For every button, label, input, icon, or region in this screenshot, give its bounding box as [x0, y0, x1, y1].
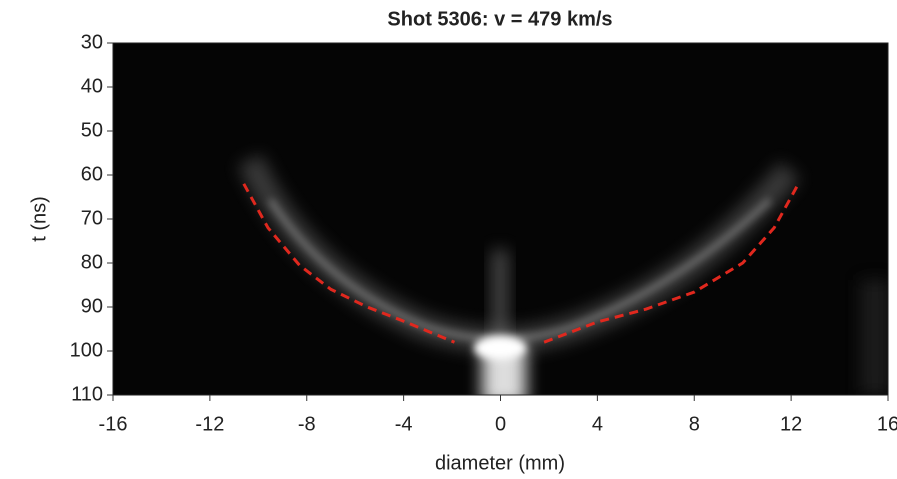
x-tick-label: -12 — [195, 413, 224, 435]
y-tick-label: 30 — [81, 31, 103, 53]
y-tick-label: 40 — [81, 75, 103, 97]
y-tick-label: 50 — [81, 119, 103, 141]
x-tick-label: -16 — [99, 413, 128, 435]
x-tick-label: -8 — [298, 413, 316, 435]
x-tick-label: 4 — [592, 413, 603, 435]
y-tick-label: 100 — [70, 339, 103, 361]
y-tick-label: 90 — [81, 295, 103, 317]
x-tick-label: 16 — [877, 413, 897, 435]
x-tick-label: 8 — [689, 413, 700, 435]
y-tick-label: 80 — [81, 251, 103, 273]
streak-image — [238, 154, 888, 395]
fit-curve — [543, 183, 800, 344]
x-tick-label: 12 — [780, 413, 802, 435]
y-tick-label: 60 — [81, 163, 103, 185]
x-axis-label: diameter (mm) — [435, 452, 565, 474]
x-tick-label: -4 — [395, 413, 413, 435]
x-tick-label: 0 — [495, 413, 506, 435]
chart-title: Shot 5306: v = 479 km/s — [387, 8, 612, 30]
y-tick-label: 70 — [81, 207, 103, 229]
y-tick-label: 110 — [71, 383, 103, 405]
y-axis-label: t (ns) — [28, 196, 50, 242]
